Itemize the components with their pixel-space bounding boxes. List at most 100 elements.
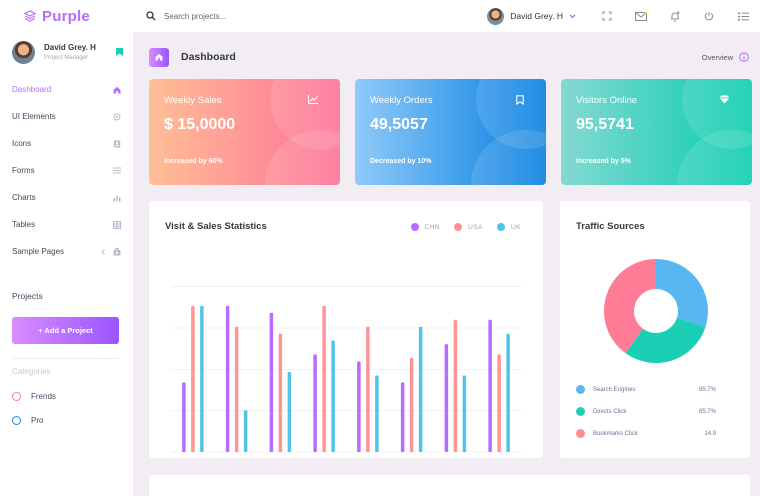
contacts-icon [113,140,121,147]
bar-chn-jan [182,382,186,452]
sidebar-item-label: UI Elements [12,112,56,121]
bar-chn-may [357,361,361,452]
search-input[interactable] [164,11,324,21]
menu-button[interactable] [726,0,760,32]
bar-uk-apr [331,340,335,452]
traffic-label: Bookmarks Click [593,430,638,437]
bar-uk-may [375,375,379,452]
search-icon [146,11,156,21]
legend-item-uk: UK [496,223,521,231]
page-icon [149,47,169,67]
bar-usa-aug [497,354,501,452]
power-icon [704,11,714,21]
user-menu[interactable]: David Grey. H [487,7,576,25]
page-title: Dashboard [181,51,236,63]
sidebar-profile[interactable]: David Grey. H Project Manager [0,32,133,66]
stat-card-weekly-orders: Weekly Orders 49,5057 Decreased by 10% [355,79,546,185]
stat-card-visitors-online: Visitors Online 95,5741 Increased by 5% [561,79,752,185]
legend-dot [576,385,585,394]
sidebar-item-forms[interactable]: Forms [0,157,133,184]
chart-title: Visit & Sales Statistics [165,221,267,232]
legend-dot [576,429,585,438]
bar-uk-mar [287,371,292,452]
sidebar: David Grey. H Project Manager Dashboard … [0,32,133,496]
stat-value: $ 15,0000 [164,116,236,133]
stat-subtitle: Decreased by 10% [370,158,432,165]
bar-usa-jan [191,305,195,452]
bar-usa-mar [278,333,283,452]
donut-slice-bookmarks-click [604,259,656,354]
bar-chn-apr [313,354,317,452]
sidebar-item-label: Forms [12,166,35,175]
stat-title: Weekly Sales [164,95,222,106]
sidebar-item-icons[interactable]: Icons [0,130,133,157]
stat-title: Visitors Online [576,95,638,106]
traffic-value: 85.7% [698,408,716,415]
traffic-value: 14.9 [704,430,716,437]
sidebar-item-label: Icons [12,139,32,148]
add-project-button[interactable]: + Add a Project [12,317,119,344]
bar-chn-jun [400,382,405,452]
fullscreen-button[interactable] [590,0,624,32]
legend-dot [576,407,585,416]
sidebar-item-tables[interactable]: Tables [0,211,133,238]
sidebar-item-label: Sample Pages [12,247,65,256]
bar-uk-aug [506,333,510,452]
bar-chn-jul [444,344,449,452]
sidebar-item-dashboard[interactable]: Dashboard [0,76,133,103]
overview-label: Overview [701,52,733,62]
table-icon [113,220,121,229]
chart-line-icon [308,95,318,104]
ring-icon [12,415,21,425]
sidebar-item-ui-elements[interactable]: UI Elements [0,103,133,130]
power-button[interactable] [692,0,726,32]
stat-value: 49,5057 [370,116,428,133]
user-name: David Grey. H [510,11,563,21]
bar-uk-jul [462,375,467,452]
bar-uk-feb [243,410,248,452]
visit-sales-card: Visit & Sales Statistics CHN USA UK JANF… [149,201,543,458]
bar-chart-icon [113,195,121,201]
overview-link[interactable]: Overview [702,52,749,62]
info-icon [739,52,749,62]
traffic-label: Search Engines [593,386,636,393]
traffic-label: Directs Click [593,408,627,415]
bar-usa-may [366,326,370,452]
traffic-row-directs-click: Directs Click 85.7% [576,407,716,416]
medical-bag-icon [113,247,121,255]
list-icon [113,167,121,174]
fullscreen-icon [602,11,612,21]
bar-chn-feb [225,305,230,452]
category-frends[interactable]: Frends [0,384,133,408]
category-label: Frends [31,391,56,401]
sidebar-item-charts[interactable]: Charts [0,184,133,211]
bar-usa-feb [234,326,239,452]
notifications-button[interactable] [658,0,692,32]
messages-button[interactable] [624,0,658,32]
mail-icon [635,11,647,21]
category-pro[interactable]: Pro [0,408,133,432]
bar-uk-jan [200,305,204,452]
page-header: Dashboard Overview [149,47,749,67]
stat-subtitle: Increased by 5% [576,158,631,165]
sidebar-item-label: Tables [12,220,36,229]
bar-chn-mar [269,312,274,452]
list-icon [737,12,749,20]
crosshair-icon [113,113,121,120]
home-icon [155,53,163,61]
stat-title: Weekly Orders [370,95,433,106]
profile-name: David Grey. H [44,43,96,52]
layers-icon [24,10,36,22]
bar-usa-jul [453,319,458,452]
legend-item-chn: CHN [410,223,441,231]
categories-title: Categories [12,367,51,376]
category-label: Pro [31,415,44,425]
bar-chn-aug [488,319,492,452]
bar-usa-apr [322,305,326,452]
bookmark-icon [116,48,123,56]
stat-card-weekly-sales: Weekly Sales $ 15,0000 Increased by 60% [149,79,340,185]
chevron-down-icon [569,14,576,18]
sidebar-item-sample-pages[interactable]: Sample Pages [0,238,133,265]
brand-logo[interactable]: Purple [0,8,134,25]
traffic-value: 85.7% [698,386,716,393]
